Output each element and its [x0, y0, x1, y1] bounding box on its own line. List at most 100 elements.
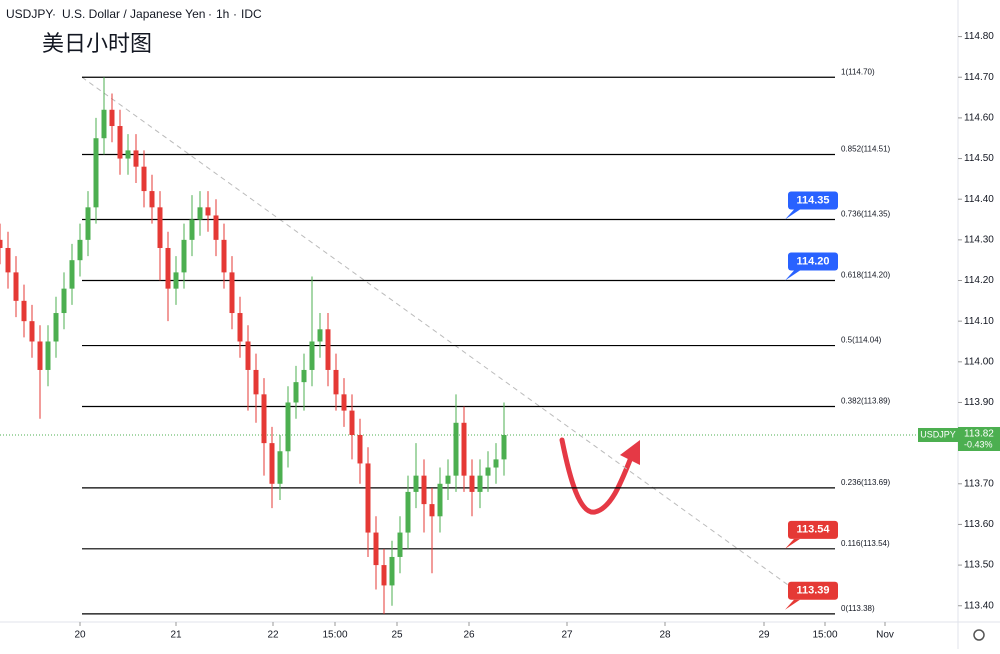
candle-body	[453, 422, 459, 476]
x-tick-label: 20	[74, 630, 86, 641]
badge	[788, 520, 838, 539]
candle-body	[189, 219, 195, 240]
trendline	[81, 76, 801, 594]
candle-body	[109, 109, 115, 127]
fib-label: 0(113.38)	[841, 604, 875, 613]
candle-body	[429, 504, 435, 517]
y-tick-label: 113.60	[964, 519, 994, 530]
candle-body	[93, 138, 99, 208]
candle-body	[317, 329, 323, 342]
candle-body	[269, 443, 275, 484]
fib-label: 0.236(113.69)	[841, 478, 891, 487]
candle-body	[213, 215, 219, 240]
badge-pointer	[785, 209, 800, 220]
candle-body	[165, 247, 171, 289]
arrow	[559, 437, 635, 515]
subtitle: 美日小时图	[42, 31, 152, 56]
dot: ·	[52, 7, 56, 21]
candle-body	[445, 475, 451, 484]
candle-body	[53, 313, 59, 342]
candle-body	[341, 394, 347, 411]
candle-body	[493, 459, 499, 468]
candle-body	[229, 272, 235, 314]
candle-body	[117, 126, 123, 159]
candle-body	[261, 394, 267, 444]
y-tick-label: 114.30	[964, 234, 994, 245]
fib-label: 1(114.70)	[841, 67, 875, 76]
candle-body	[125, 150, 131, 159]
y-tick-label: 114.40	[964, 194, 994, 205]
candle-body	[373, 532, 379, 566]
candle-body	[13, 272, 19, 301]
candle-body	[69, 260, 75, 289]
gear[interactable]	[973, 629, 985, 641]
x-tick-label: 29	[758, 630, 770, 641]
x-tick-label: 15:00	[812, 630, 837, 641]
x-tick-label: 22	[267, 630, 279, 641]
candle-body	[309, 341, 315, 370]
candle-body	[437, 483, 443, 517]
candle-body	[245, 341, 251, 370]
badge	[788, 252, 838, 271]
candle-body	[85, 207, 91, 240]
candle-body	[253, 369, 259, 395]
symbol: USDJPY	[6, 7, 53, 21]
x-tick-label: Nov	[876, 630, 894, 641]
candle-body	[469, 475, 475, 492]
y-tick-label: 114.70	[964, 72, 994, 83]
candle-body	[413, 475, 419, 492]
candle-body	[397, 532, 403, 557]
settings-icon[interactable]	[973, 629, 985, 641]
candle-body	[349, 410, 355, 435]
badge-label: 113.54	[796, 524, 830, 536]
candle-body	[461, 422, 467, 476]
x-tick-label: 21	[170, 630, 182, 641]
badge	[788, 191, 838, 210]
y-tick-label: 114.00	[964, 356, 994, 367]
dot: ·	[233, 7, 237, 21]
candle-body	[181, 239, 187, 273]
source: IDC	[241, 7, 262, 21]
last-price-box	[958, 426, 1000, 451]
candle-body	[61, 288, 67, 314]
candle-body	[205, 207, 211, 216]
candle-body	[501, 434, 507, 460]
y-tick-label: 114.60	[964, 113, 994, 124]
candle-body	[389, 556, 395, 586]
candle-body	[45, 341, 51, 370]
candle-body	[325, 329, 331, 370]
badge-label: 114.35	[796, 194, 829, 206]
candle-body	[101, 109, 107, 139]
title: U.S. Dollar / Japanese Yen	[62, 7, 205, 21]
y-tick-label: 114.50	[964, 153, 994, 164]
candle-body	[277, 451, 283, 484]
candle-body	[221, 239, 227, 273]
candle-body	[237, 313, 243, 342]
candle-body	[173, 272, 179, 289]
y-tick-label: 113.40	[964, 600, 994, 611]
candle-body	[197, 207, 203, 220]
x-tick-label: 15:00	[322, 630, 347, 641]
x-tick-label: 25	[391, 630, 403, 641]
fib-label: 0.382(113.89)	[841, 397, 891, 406]
last-price-change: -0.43%	[964, 439, 993, 449]
last-price-symbol: USDJPY	[920, 429, 956, 439]
candle-body	[141, 166, 147, 192]
candle-body	[485, 467, 491, 476]
candle-body	[421, 475, 427, 505]
candle-body	[29, 321, 35, 342]
candle-body	[21, 300, 27, 322]
candle-body	[381, 565, 387, 586]
candle-body	[133, 150, 139, 167]
y-tick-label: 114.20	[964, 275, 994, 286]
y-tick-label: 113.70	[964, 478, 994, 489]
candle-body	[5, 247, 11, 273]
candle-body	[357, 434, 363, 464]
candle-body	[301, 369, 307, 383]
badge-pointer	[785, 270, 800, 281]
candle-body	[333, 369, 339, 395]
candle-body	[77, 239, 83, 261]
